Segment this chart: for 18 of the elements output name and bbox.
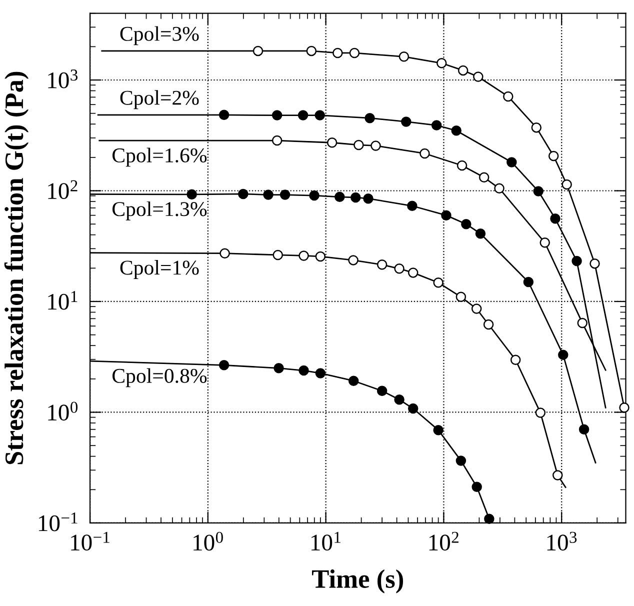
series-label: Cpol=0.8%: [112, 368, 207, 388]
series-label: Cpol=1.3%: [112, 201, 207, 220]
series-label: Cpol=1.6%: [112, 148, 207, 167]
x-axis-title: Time (s): [312, 569, 404, 594]
y-tick-label: 10$^{0}$: [48, 402, 78, 421]
series-label: Cpol=2%: [120, 90, 199, 110]
y-tick-label: 10$^{3}$: [48, 70, 78, 88]
y-tick-label: 10$^{1}$: [48, 291, 78, 310]
x-tick-label: 10$^{0}$: [194, 532, 223, 551]
series-label: Cpol=1%: [120, 260, 199, 279]
x-tick-label: 10$^{2}$: [429, 532, 458, 551]
x-tick-label: 10$^{−1}$: [71, 532, 110, 551]
y-tick-label: 10$^{2}$: [48, 180, 78, 200]
legend-label: Cpol=3%: [120, 26, 199, 46]
x-tick-label: 10$^{3}$: [547, 532, 577, 551]
y-axis-title: Stress relaxation function G(t) (Pa): [4, 72, 29, 464]
y-tick-label: 10$^{−1}$: [38, 512, 78, 532]
x-tick-label: 10$^{1}$: [311, 532, 340, 551]
